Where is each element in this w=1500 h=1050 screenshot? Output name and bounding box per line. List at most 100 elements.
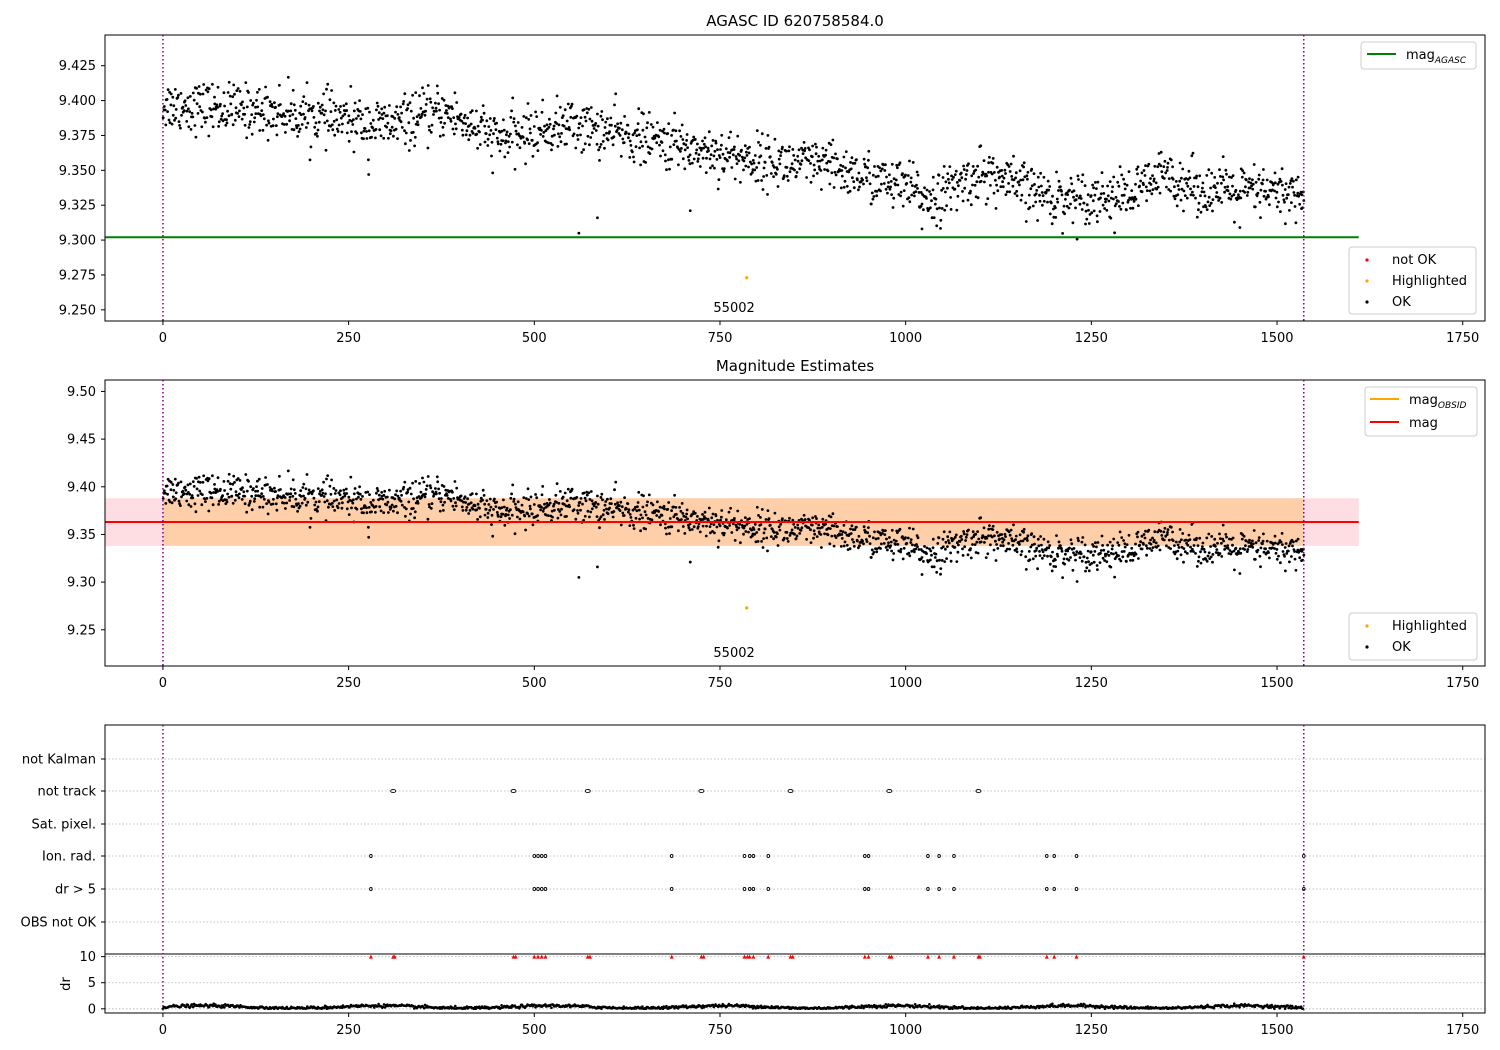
ok-point (773, 137, 777, 141)
ok-point (1208, 204, 1212, 208)
ok-point (868, 542, 872, 545)
ok-point (880, 182, 883, 186)
ok-point (1187, 169, 1191, 173)
ok-point (233, 498, 237, 502)
ok-point (399, 489, 402, 493)
flag-point (1074, 853, 1079, 859)
ok-point (623, 115, 626, 118)
ok-point (1030, 543, 1034, 547)
ok-point (1169, 189, 1172, 193)
ok-point (1273, 189, 1276, 193)
ok-point (177, 499, 181, 503)
ok-point (455, 486, 459, 490)
ok-point (959, 534, 963, 538)
ok-point (724, 518, 728, 522)
ok-point (1183, 550, 1187, 554)
ok-point (1138, 543, 1141, 547)
ok-point (216, 85, 220, 89)
ok-point (712, 154, 716, 158)
ok-point (1225, 172, 1228, 176)
ok-point (367, 535, 371, 539)
ok-point (964, 535, 968, 539)
ok-point (1066, 549, 1070, 553)
ok-point (557, 123, 561, 127)
ok-point (1209, 545, 1212, 548)
ok-point (1120, 536, 1124, 539)
ok-point (288, 499, 291, 502)
ok-point (424, 492, 427, 496)
ok-point (763, 527, 767, 531)
ok-point (1136, 530, 1140, 534)
ok-point (1214, 186, 1217, 190)
ok-point (413, 144, 416, 148)
ok-point (1076, 174, 1080, 178)
ok-point (915, 543, 918, 546)
ok-point (1259, 188, 1263, 192)
ok-point (850, 524, 854, 528)
ok-point (461, 133, 465, 137)
ok-point (803, 149, 806, 153)
highlighted-point (745, 276, 749, 280)
ok-point (889, 180, 893, 183)
ok-point (481, 498, 484, 502)
ok-point (642, 494, 645, 498)
ok-point (1158, 548, 1162, 552)
ok-point (256, 489, 260, 493)
ok-point (442, 509, 445, 512)
ok-point (1283, 546, 1287, 549)
ok-point (930, 216, 934, 220)
ok-point (1223, 190, 1226, 194)
ok-point (606, 138, 610, 142)
ok-point (1239, 551, 1243, 555)
ok-point (1176, 184, 1180, 188)
ok-point (665, 168, 668, 172)
ok-point (659, 523, 662, 527)
dr-point (951, 1007, 954, 1011)
ok-point (1121, 555, 1125, 559)
ok-point (937, 536, 941, 540)
ok-point (545, 502, 549, 505)
ok-point (226, 492, 230, 496)
ok-point (441, 503, 445, 507)
ok-point (961, 199, 965, 203)
ok-point (197, 475, 201, 479)
ok-point (1108, 540, 1112, 544)
ok-point (606, 497, 609, 501)
ok-point (1152, 538, 1156, 542)
ok-point (294, 497, 298, 501)
ok-point (812, 163, 816, 167)
ok-point (1048, 544, 1052, 547)
ok-point (1109, 565, 1113, 569)
ok-point (738, 154, 742, 157)
ok-point (626, 123, 630, 127)
ok-point (1258, 200, 1262, 204)
ok-point (991, 524, 995, 528)
ok-point (1299, 190, 1303, 194)
ok-point (1205, 536, 1209, 540)
ok-point (353, 487, 357, 490)
ok-point (179, 480, 183, 484)
ok-point (831, 512, 835, 516)
ok-point (793, 158, 797, 162)
dr-point (323, 1006, 326, 1010)
ok-point (192, 485, 196, 488)
ok-point (820, 158, 824, 162)
ok-point (811, 144, 814, 148)
ok-point (245, 136, 249, 140)
ok-point (1180, 187, 1184, 191)
ok-point (874, 175, 878, 179)
ok-point (934, 552, 938, 556)
ok-point (1042, 175, 1046, 179)
ok-point (826, 169, 830, 173)
ok-point (1028, 206, 1032, 209)
plot-area-agasc (104, 34, 1486, 322)
ok-point (430, 123, 434, 127)
ok-point (394, 504, 398, 508)
ok-point (293, 108, 297, 112)
ok-point (323, 121, 327, 125)
ok-point (182, 492, 186, 496)
ok-point (428, 484, 432, 487)
ok-point (359, 117, 363, 121)
ok-point (782, 174, 786, 178)
ok-point (750, 528, 753, 532)
